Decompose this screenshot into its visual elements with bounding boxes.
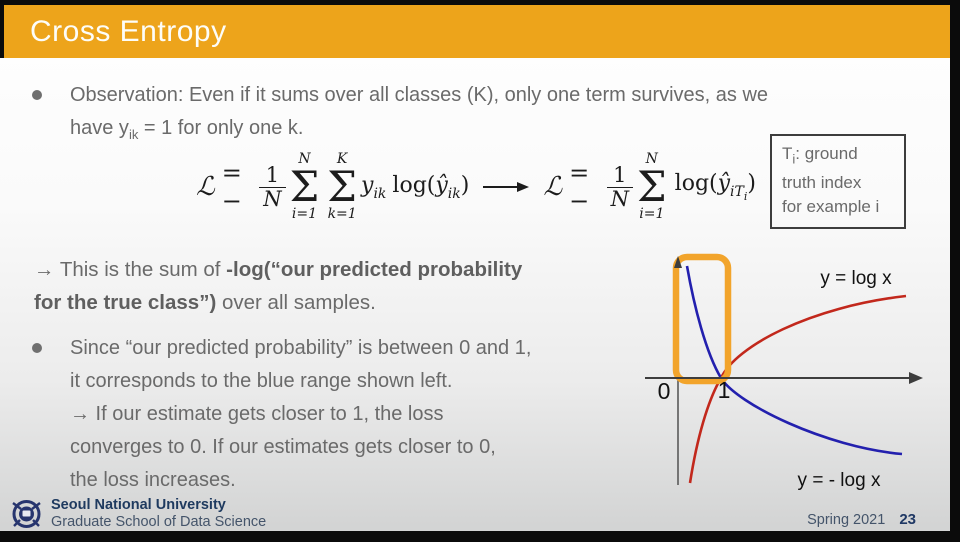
page-title: Cross Entropy — [30, 14, 227, 48]
snu-logo-icon — [12, 500, 41, 528]
neg-log-curve — [685, 265, 903, 456]
observation-bullet: Observation: Even if it sums over all cl… — [32, 79, 932, 151]
log-yhat-iTi-term: log(ŷiTi) — [674, 171, 756, 203]
fraction-1-over-N: 1 N — [606, 163, 633, 211]
implies-arrow-icon — [483, 181, 530, 193]
observation-line2: have yik = 1 for only one k. — [70, 117, 304, 142]
left-black-bar — [0, 0, 4, 58]
page-number: 23 — [899, 511, 916, 528]
school-name: Graduate School of Data Science — [51, 513, 267, 530]
y-ik-subscript: ik — [128, 127, 139, 142]
probability-range-text: Since “our predicted probability” is bet… — [70, 337, 532, 491]
sum-over-i: N Σ i=1 — [636, 151, 667, 222]
observation-text: Observation: Even if it sums over all cl… — [70, 79, 768, 151]
highlight-range-box — [672, 253, 732, 385]
ground-truth-note-box: Ti: ground truth index for example i — [770, 134, 906, 230]
top-black-bar — [0, 0, 960, 5]
note-line2: truth index — [782, 173, 862, 193]
neg-log-curve-label: y = - log x — [798, 470, 881, 491]
loss-symbol: ℒ — [543, 172, 563, 202]
x-axis-arrow-icon — [909, 372, 923, 384]
footer-branding: Seoul National University Graduate Schoo… — [8, 495, 266, 532]
log-yhat-term: log(ŷik) — [392, 172, 470, 202]
fraction-1-over-N: 1 N — [259, 163, 286, 211]
sum-over-k: K Σ k=1 — [327, 151, 357, 222]
university-name: Seoul National University — [51, 496, 226, 513]
y-ik-term: yik — [361, 172, 387, 202]
log-curves-graph: 0 1 y = log x y = - log x — [645, 253, 923, 491]
probability-range-bullet: Since “our predicted probability” is bet… — [32, 332, 672, 497]
semester-label: Spring 2021 — [807, 512, 886, 528]
loss-symbol: ℒ — [196, 172, 215, 202]
right-black-bar — [950, 0, 960, 542]
cross-entropy-formula: ℒ = − 1 N N Σ i=1 K Σ k=1 yik log(ŷik) ℒ… — [196, 151, 756, 222]
slide-header: Cross Entropy — [0, 5, 950, 58]
sum-explanation-text: → This is the sum of -log(“our predicted… — [34, 258, 523, 314]
bullet-icon — [32, 343, 42, 353]
log-curve-label: y = log x — [820, 268, 892, 289]
footer-meta: Spring 2021 23 — [807, 511, 916, 528]
sum-over-i: N Σ i=1 — [289, 151, 320, 222]
tick-0: 0 — [658, 378, 671, 404]
bullet-icon — [32, 90, 42, 100]
y-axis-arrow-icon — [674, 256, 682, 268]
note-line1: Ti: ground — [782, 144, 858, 167]
bottom-black-bar — [0, 531, 960, 542]
observation-line1: Observation: Even if it sums over all cl… — [70, 84, 769, 106]
tick-1: 1 — [718, 377, 731, 403]
note-line3: for example i — [782, 197, 880, 217]
